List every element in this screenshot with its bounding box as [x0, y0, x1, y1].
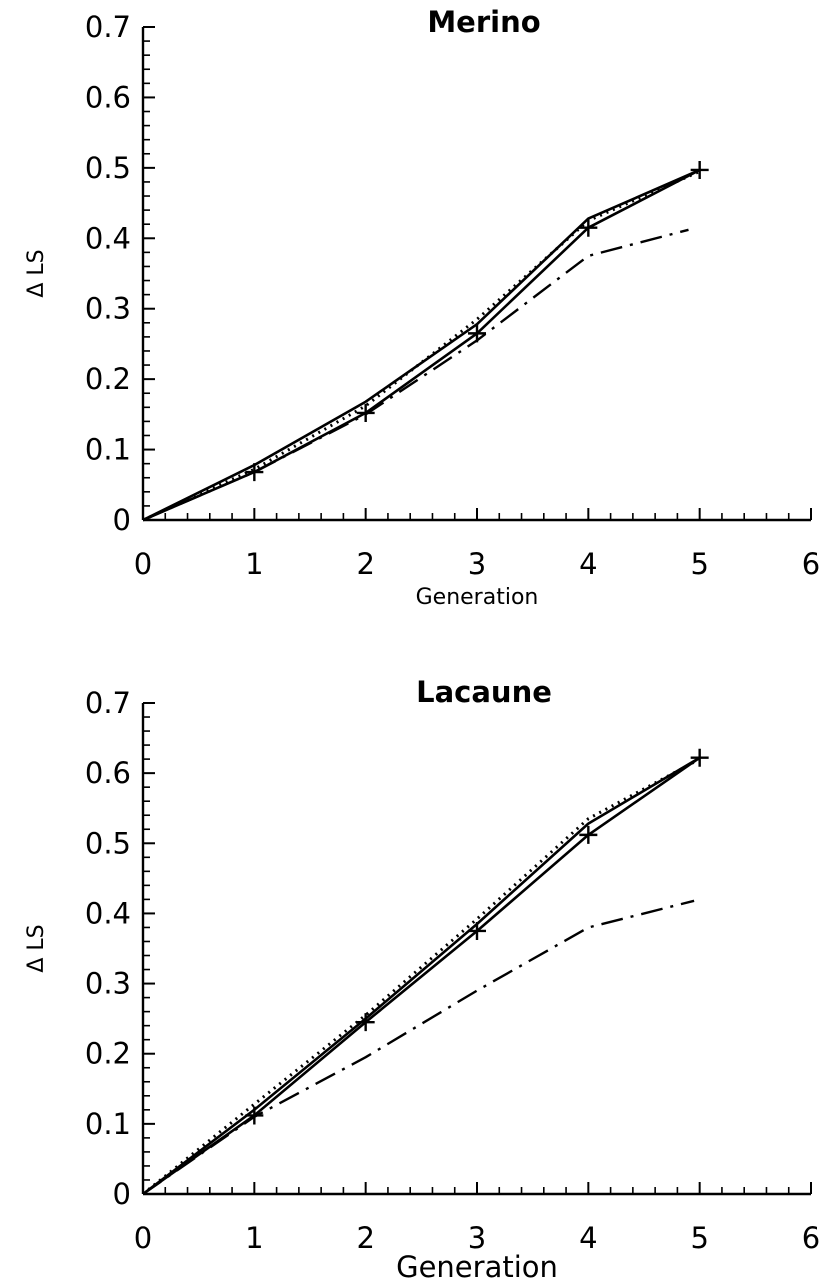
series-line-dash-dot — [142, 228, 689, 522]
x-tick-label: 2 — [356, 547, 374, 581]
y-tick-label: 0.2 — [85, 1037, 131, 1071]
x-axis-label: Generation — [396, 1250, 558, 1284]
x-tick-label: 0 — [134, 547, 152, 581]
x-tick-label: 3 — [468, 1221, 486, 1255]
x-tick-label: 4 — [579, 547, 597, 581]
y-tick-label: 0.2 — [85, 362, 131, 396]
plus-marker — [579, 825, 598, 844]
y-tick-label: 0.4 — [85, 221, 131, 255]
chart-lacaune: Lacaune Generation Δ LS 0 1 2 3 4 5 6 0 0.1 0.2 0.… — [24, 675, 820, 1284]
y-tick-label: 0.3 — [85, 967, 131, 1001]
y-axis-label: Δ LS — [24, 249, 49, 297]
x-tick-label: 4 — [579, 1221, 597, 1255]
y-tick-label: 0.6 — [85, 756, 131, 790]
y-tick-label: 0.1 — [85, 1107, 131, 1141]
series-line-dash-dot — [142, 899, 695, 1195]
x-tick-label: 5 — [690, 547, 708, 581]
x-tick-label: 6 — [802, 1221, 820, 1255]
x-tick-label: 1 — [245, 547, 263, 581]
x-tick-label: 2 — [356, 1221, 374, 1255]
y-tick-label: 0.4 — [85, 896, 131, 930]
y-tick-label: 0.5 — [85, 151, 131, 185]
y-tick-label: 0.7 — [85, 686, 131, 720]
x-tick-label: 3 — [468, 547, 486, 581]
series-line-solid-plus — [142, 168, 701, 522]
y-tick-label: 0.5 — [85, 826, 131, 860]
y-tick-label: 0 — [113, 1177, 131, 1211]
x-tick-label: 5 — [690, 1221, 708, 1255]
chart-title: Lacaune — [416, 675, 552, 709]
y-tick-label: 0.6 — [85, 80, 131, 114]
chart-merino: Merino Generation Δ LS 0 1 2 3 4 5 6 0 0.1 0.2 0.3… — [24, 5, 820, 610]
series-line-solid-plus — [142, 756, 701, 1196]
series-line-dotted — [142, 757, 701, 1196]
y-tick-label: 0.3 — [85, 292, 131, 326]
x-tick-label: 0 — [134, 1221, 152, 1255]
y-tick-label: 0 — [113, 503, 131, 537]
y-axis-label: Δ LS — [24, 924, 49, 972]
y-tick-label: 0.1 — [85, 433, 131, 467]
x-axis-label: Generation — [416, 585, 539, 610]
y-tick-label: 0.7 — [85, 10, 131, 44]
series-line-solid — [142, 756, 701, 1196]
x-tick-label: 1 — [245, 1221, 263, 1255]
x-tick-label: 6 — [802, 547, 820, 581]
chart-title: Merino — [427, 5, 540, 39]
plus-marker — [356, 403, 375, 422]
series-line-dotted — [142, 170, 701, 522]
series-line-solid — [142, 168, 701, 522]
